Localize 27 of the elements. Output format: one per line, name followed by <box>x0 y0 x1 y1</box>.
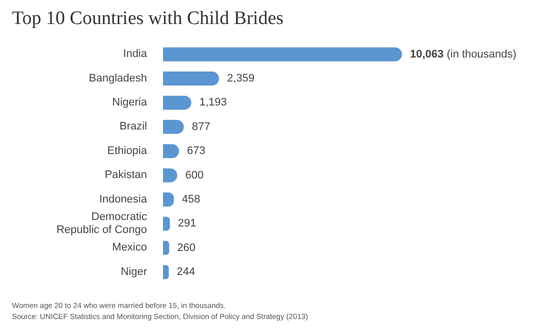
y-tick-label: Nigeria <box>112 96 148 108</box>
bar <box>163 240 170 255</box>
bar <box>163 265 169 280</box>
bar <box>163 47 402 62</box>
bar <box>163 96 192 110</box>
y-tick-label: Mexico <box>112 242 147 254</box>
y-tick-label: Indonesia <box>99 193 148 206</box>
data-label: 1,193 <box>199 96 227 109</box>
y-tick-label: Brazil <box>119 120 147 133</box>
data-label: 10,063 (in thousands) <box>410 48 516 60</box>
data-label: 877 <box>192 120 210 133</box>
y-tick-label: Ethiopia <box>107 144 148 157</box>
bar <box>163 216 170 231</box>
data-label: 458 <box>182 194 200 206</box>
y-tick-label: Democratic Republic of Congo <box>56 211 148 236</box>
y-tick-label: Pakistan <box>104 169 147 182</box>
y-tick-label: Bangladesh <box>88 72 147 84</box>
data-label: 244 <box>176 266 196 278</box>
data-label: 291 <box>178 218 196 230</box>
data-label: 260 <box>177 242 196 254</box>
chart-title: Top 10 Countries with Child Brides <box>12 8 284 30</box>
bar <box>163 72 220 86</box>
data-label: 2,359 <box>227 72 255 85</box>
y-tick-label: Niger <box>120 266 148 278</box>
y-tick-label: India <box>123 48 148 60</box>
data-label: 673 <box>186 145 206 158</box>
data-label: 600 <box>185 169 204 182</box>
